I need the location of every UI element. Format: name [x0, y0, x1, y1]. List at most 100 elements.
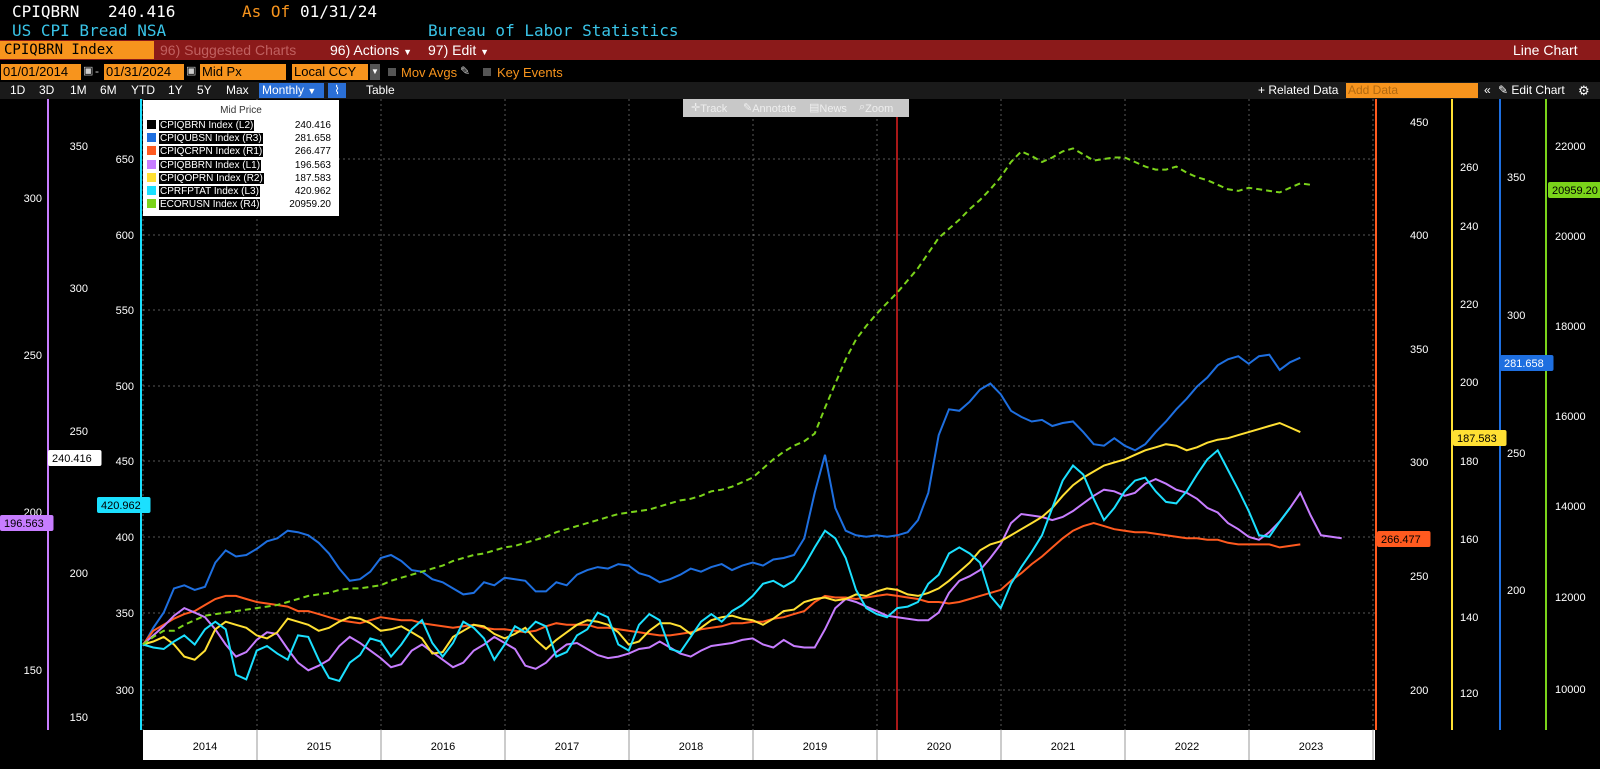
axis-tick-label-L2: 600	[116, 230, 134, 242]
x-axis-tick-label: 2017	[555, 741, 579, 753]
news-tool[interactable]: ▤ News	[809, 102, 847, 115]
table-button[interactable]: Table	[366, 83, 395, 97]
chart-legend: Mid Price CPIQBRN Index (L2) 240.416 CPIQU…	[143, 100, 339, 216]
date-separator: -	[95, 64, 99, 78]
calendar-icon[interactable]: ▣	[186, 65, 197, 77]
chart-toolbar	[0, 40, 1600, 60]
axis-tick-label-R1: 200	[1410, 685, 1428, 697]
legend-row[interactable]: CPIQBBRN Index (L1) 196.563	[147, 159, 335, 172]
legend-row[interactable]: CPIQCRPN Index (R1) 266.477	[147, 146, 335, 158]
mov-avgs-label[interactable]: Mov Avgs	[401, 65, 458, 80]
axis-tick-label-R2: 140	[1460, 612, 1478, 624]
period-3d[interactable]: 3D	[39, 83, 55, 97]
legend-row[interactable]: CPIQUBSN Index (R3) 281.658	[147, 133, 335, 145]
period-bar	[0, 82, 1600, 99]
legend-row[interactable]: CPRFPTAT Index (L3) 420.962	[147, 186, 335, 198]
chevron-down-icon[interactable]: ▼	[370, 64, 380, 80]
period-1y[interactable]: 1Y	[168, 83, 183, 97]
actions-button[interactable]: 96) Actions ▼	[330, 41, 412, 59]
axis-tick-label-L2: 550	[116, 305, 134, 317]
axis-tick-label-R1: 350	[1410, 344, 1428, 356]
legend-series-name: ECORUSN Index (R4)	[159, 199, 261, 211]
axis-tick-label-L3: 200	[70, 568, 88, 580]
mov-avgs-checkbox[interactable]	[388, 68, 396, 76]
axis-tick-label-R3: 300	[1507, 310, 1525, 322]
period-5y[interactable]: 5Y	[197, 83, 212, 97]
series-line-R1	[142, 522, 1301, 646]
frequency-select[interactable]: Monthly ▼	[259, 83, 324, 98]
calendar-icon[interactable]: ▣	[83, 65, 94, 77]
frequency-label: Monthly	[262, 83, 305, 97]
legend-swatch	[147, 146, 156, 156]
legend-series-value: 266.477	[294, 146, 331, 158]
legend-series-value: 196.563	[294, 159, 331, 171]
axis-tick-label-R4: 14000	[1555, 501, 1586, 513]
key-events-checkbox[interactable]	[483, 68, 491, 76]
end-date-input[interactable]: 01/31/2024	[104, 64, 184, 80]
series-line-L2	[142, 453, 1311, 646]
legend-swatch	[147, 120, 156, 129]
axis-tick-label-R2: 240	[1460, 221, 1478, 233]
zoom-tool[interactable]: ⌕ Zoom	[859, 101, 894, 115]
legend-row[interactable]: CPIQBRN Index (L2) 240.416	[147, 120, 335, 132]
x-axis-tick-label: 2022	[1175, 741, 1199, 753]
zoom-label: Zoom	[865, 103, 894, 115]
related-data-button[interactable]: + Related Data	[1258, 83, 1339, 97]
collapse-icon[interactable]: «	[1484, 83, 1491, 97]
series-line-R2	[142, 421, 1301, 661]
legend-series-name: CPRFPTAT Index (L3)	[159, 186, 260, 197]
last-value-tag-R1	[1377, 531, 1431, 547]
period-6m[interactable]: 6M	[100, 83, 117, 97]
last-value-label-R1: 266.477	[1381, 534, 1421, 546]
period-ytd[interactable]: YTD	[131, 83, 155, 97]
legend-series-value: 240.416	[294, 120, 331, 131]
axis-tick-label-R1: 450	[1410, 117, 1428, 129]
legend-title: Mid Price	[220, 105, 262, 116]
as-of-date: 01/31/24	[300, 2, 378, 21]
line-chart-icon[interactable]: ⌇	[328, 83, 346, 98]
axis-tick-label-L3: 300	[70, 283, 88, 295]
edit-chart-button[interactable]: ✎ Edit Chart	[1498, 83, 1565, 98]
chart-type-label: Line Chart	[1513, 42, 1578, 58]
line-chart[interactable]: 2014 2015 2016 2017 2018 2019 2020 2021 2022 2023…	[0, 99, 1600, 769]
axis-tick-label-L1: 250	[24, 350, 42, 362]
series-line-L1	[142, 478, 1342, 672]
pencil-icon[interactable]: ✎	[460, 64, 471, 78]
as-of-label: As Of	[242, 2, 291, 21]
gear-icon[interactable]: ⚙	[1578, 83, 1590, 98]
axis-tick-label-R3: 200	[1507, 585, 1525, 597]
axis-tick-label-R3: 350	[1507, 172, 1525, 184]
legend-series-name: CPIQCRPN Index (R1)	[159, 146, 264, 158]
header: CPIQBRN 240.416 As Of 01/31/24 US CPI Br…	[0, 0, 1600, 40]
last-value-tag-R3	[1500, 355, 1554, 371]
legend-swatch	[147, 133, 156, 143]
axis-tick-label-R1: 250	[1410, 571, 1428, 583]
period-max[interactable]: Max	[226, 83, 249, 97]
annotate-tool[interactable]: ✎ Annotate	[743, 102, 797, 115]
axis-tick-label-L2: 450	[116, 456, 134, 468]
price-field-input[interactable]: Mid Px	[200, 64, 286, 80]
period-1d[interactable]: 1D	[10, 83, 26, 97]
x-axis-tick-label: 2023	[1299, 741, 1323, 753]
period-1m[interactable]: 1M	[70, 83, 87, 97]
track-tool[interactable]: ✛ Track	[691, 102, 728, 115]
currency-select[interactable]: Local CCY	[292, 64, 368, 80]
security-field-text: CPIQBRN Index	[4, 42, 114, 58]
legend-series-value: 187.583	[294, 172, 331, 184]
last-value-label-R4: 20959.20	[1552, 185, 1598, 197]
legend-row[interactable]: CPIQOPRN Index (R2) 187.583	[147, 172, 335, 185]
add-data-input[interactable]: Add Data	[1346, 83, 1478, 98]
axis-tick-label-L2: 650	[116, 154, 134, 166]
series-line-R4	[142, 147, 1311, 646]
legend-row[interactable]: ECORUSN Index (R4) 20959.20	[147, 199, 335, 211]
chart-area[interactable]: 2014 2015 2016 2017 2018 2019 2020 2021 2022 2023…	[0, 99, 1600, 769]
edit-button[interactable]: 97) Edit ▼	[428, 41, 489, 59]
start-date-input[interactable]: 01/01/2014	[1, 64, 81, 80]
axis-tick-label-R2: 260	[1460, 162, 1478, 174]
security-field[interactable]: CPIQBRN Index	[0, 41, 154, 59]
last-value-label-L1: 196.563	[4, 518, 44, 530]
last-value-label-R3: 281.658	[1504, 358, 1544, 370]
suggested-charts-button[interactable]: 96) Suggested Charts	[160, 42, 297, 58]
data-source: Bureau of Labor Statistics	[428, 21, 679, 40]
key-events-label[interactable]: Key Events	[497, 65, 563, 80]
